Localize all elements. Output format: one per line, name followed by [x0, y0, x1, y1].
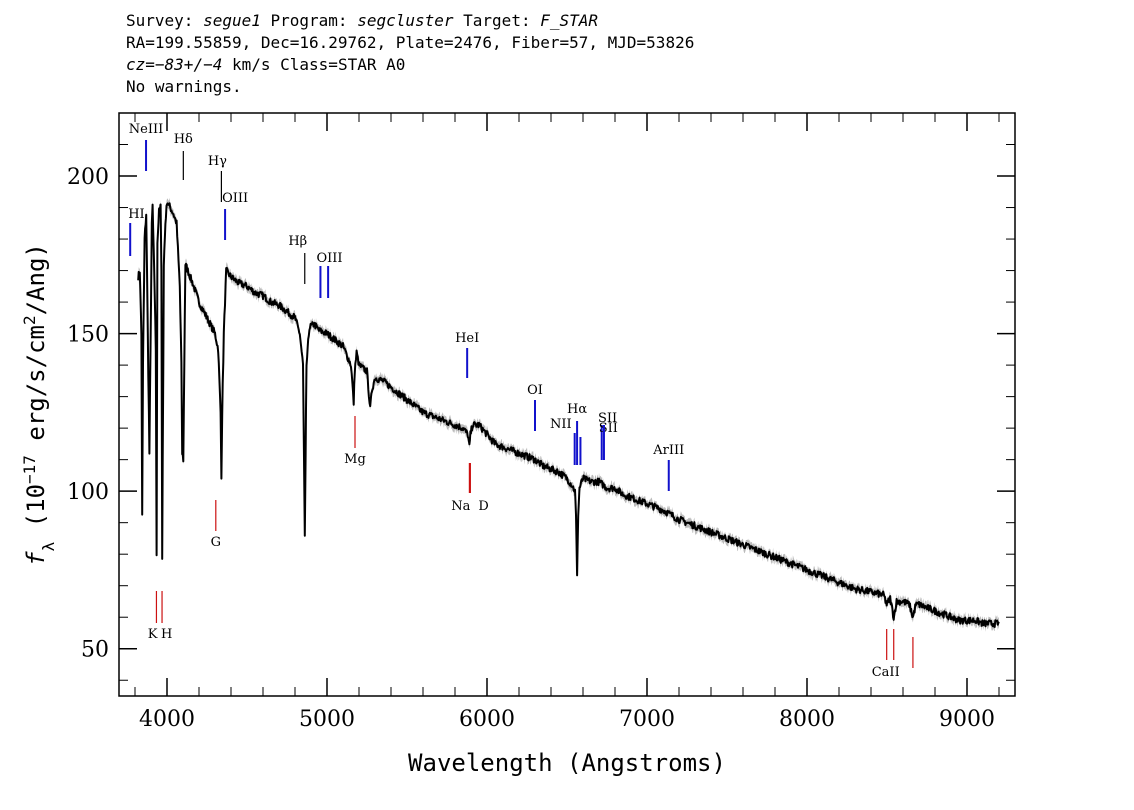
line-marker-label: Hα	[567, 402, 587, 417]
y-axis-title-mid: erg/s/cm	[22, 325, 50, 455]
line-marker-label: HeI	[455, 331, 479, 346]
y-axis-title-sub: λ	[39, 541, 58, 551]
y-axis-title-sup: −17	[20, 455, 39, 484]
y-axis-title-open: (10	[22, 484, 50, 542]
y-axis-title: fλ (10−17 erg/s/cm2/Ang)	[20, 243, 58, 566]
line-marker-label: D	[478, 499, 488, 514]
line-marker-label: Hβ	[288, 234, 307, 249]
line-marker-label: G	[211, 535, 221, 550]
flux-line-group	[137, 202, 1000, 628]
line-marker-label: CaII	[872, 665, 900, 680]
program-label: Program:	[260, 11, 358, 30]
cz-eq: =	[145, 55, 155, 74]
line-marker-label: OI	[527, 383, 543, 398]
x-tick-label: 9000	[939, 707, 995, 732]
x-tick-label: 5000	[299, 707, 355, 732]
y-tick-label: 200	[67, 165, 109, 190]
header-line-warnings: No warnings.	[126, 77, 242, 96]
y-axis-ticks: 50 100 150 200	[67, 112, 1015, 681]
line-marker-label: Mg	[344, 452, 366, 467]
line-marker-label: Hδ	[174, 132, 193, 147]
line-marker-label: Hγ	[208, 154, 227, 169]
line-marker-label: H	[161, 627, 172, 642]
flux-line	[137, 202, 1000, 628]
spectrum-header: Survey: segue1 Program: segcluster Targe…	[126, 10, 694, 98]
line-marker-label: OIII	[222, 191, 248, 206]
line-marker-label: NeIII	[129, 122, 163, 137]
cz-value: −83+/−4	[154, 55, 223, 74]
y-axis-title-f: f	[22, 551, 50, 566]
plot-frame	[118, 112, 1016, 697]
header-line-redshift: cz=−83+/−4 km/s Class=STAR A0	[126, 54, 694, 76]
x-tick-label: 4000	[139, 707, 195, 732]
program-value: segcluster	[357, 11, 454, 30]
line-marker-label: HI	[128, 207, 144, 222]
target-value: F_STAR	[540, 11, 599, 30]
cz-rest: km/s Class=STAR A0	[222, 55, 406, 74]
line-marker-label: OIII	[316, 251, 342, 266]
header-line-survey: Survey: segue1 Program: segcluster Targe…	[126, 10, 694, 32]
x-tick-label: 7000	[619, 707, 675, 732]
y-axis-title-sup2: 2	[20, 315, 39, 325]
x-tick-label: 8000	[779, 707, 835, 732]
survey-label: Survey:	[126, 11, 204, 30]
y-tick-label: 50	[81, 638, 109, 663]
x-axis-ticks: 4000 5000 6000 7000 8000 9000	[134, 113, 1000, 732]
line-marker-label: NII	[550, 417, 572, 432]
header-line-coordinates: RA=199.55859, Dec=16.29762, Plate=2476, …	[126, 33, 695, 52]
line-marker-label: ArIII	[652, 443, 684, 458]
y-tick-label: 150	[67, 323, 109, 348]
x-axis-title: Wavelength (Angstroms)	[408, 749, 726, 777]
line-marker-label: K	[148, 627, 158, 642]
x-tick-label: 6000	[459, 707, 515, 732]
survey-value: segue1	[203, 11, 261, 30]
target-label: Target:	[453, 11, 541, 30]
line-marker-label: Na	[451, 499, 470, 514]
line-markers: HINeIIIHδHγOIIIHβOIIIHeIOINIIHαSIISIIArI…	[128, 122, 914, 680]
y-axis-title-close: /Ang)	[22, 243, 50, 315]
y-tick-label: 100	[67, 480, 109, 505]
line-marker-label: SII	[598, 411, 617, 426]
cz-label: cz	[126, 55, 146, 74]
